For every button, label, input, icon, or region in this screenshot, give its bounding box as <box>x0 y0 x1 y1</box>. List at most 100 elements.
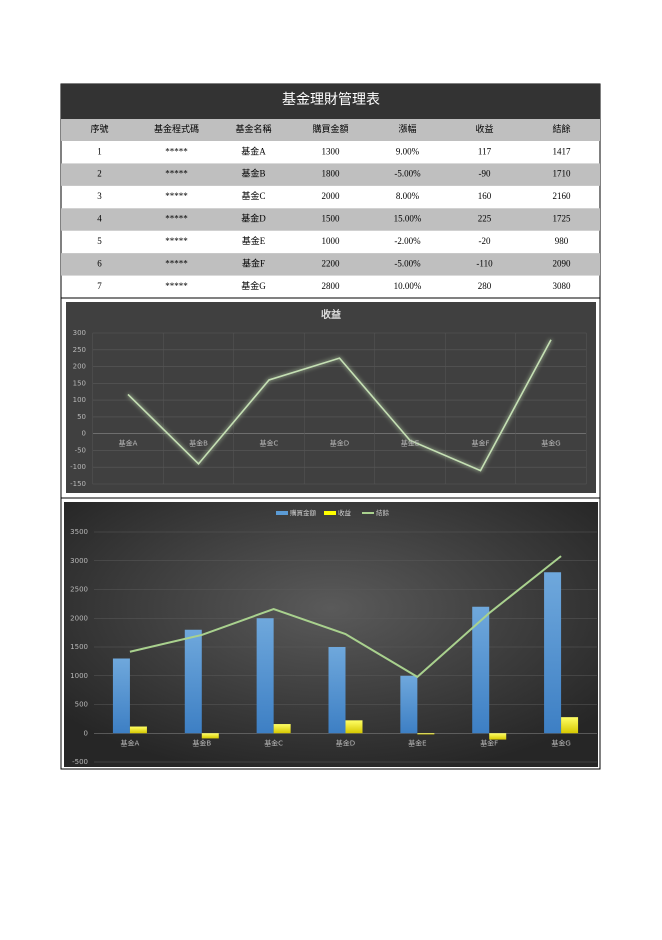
y-tick-label: -100 <box>70 463 86 471</box>
bar <box>273 724 291 734</box>
table-cell: ***** <box>165 214 188 224</box>
row-band <box>61 253 600 276</box>
bar <box>400 675 418 734</box>
table-cell: 3080 <box>553 281 572 291</box>
bar <box>561 717 579 734</box>
table-cell: 8.00% <box>396 191 420 201</box>
table-cell: 2090 <box>553 258 572 268</box>
table-title: 基金理財管理表 <box>282 91 380 108</box>
table-cell: 10.00% <box>394 281 422 291</box>
x-tick-label: 基金E <box>408 738 426 747</box>
table-cell: -20 <box>479 236 491 246</box>
bar <box>328 647 346 734</box>
y-tick-label: -50 <box>75 446 86 454</box>
x-tick-label: 基金B <box>189 439 208 448</box>
bar <box>184 629 202 734</box>
bar <box>345 720 363 734</box>
y-tick-label: 2000 <box>70 614 88 622</box>
y-tick-label: 1000 <box>70 672 88 680</box>
line <box>127 339 552 472</box>
table-cell: 基金B <box>241 168 265 179</box>
header-cell: 漲幅 <box>398 123 416 134</box>
table-cell: 117 <box>478 146 492 156</box>
x-tick-label: 基金G <box>551 738 570 747</box>
x-tick-label: 基金A <box>119 439 138 448</box>
x-tick-label: 基金F <box>471 439 489 448</box>
table-cell: 2800 <box>322 281 341 291</box>
legend-swatch <box>324 511 336 515</box>
y-tick-label: 0 <box>82 430 86 438</box>
table-cell: 1 <box>97 146 102 156</box>
table-cell: 基金D <box>241 213 266 224</box>
table-cell: 基金F <box>242 257 265 268</box>
table-cell: 基金G <box>241 280 266 291</box>
y-tick-label: 0 <box>84 729 88 737</box>
y-tick-label: 150 <box>73 379 86 387</box>
row-band <box>61 163 600 186</box>
x-tick-label: 基金D <box>330 439 349 448</box>
table-cell: ***** <box>165 146 188 156</box>
y-tick-label: 200 <box>73 363 86 371</box>
table-cell: 1300 <box>322 146 341 156</box>
bar <box>544 572 562 734</box>
row-band <box>61 208 600 231</box>
table-cell: 1725 <box>553 214 572 224</box>
bar <box>417 733 435 735</box>
x-tick-label: 基金C <box>264 738 283 747</box>
table-cell: ***** <box>165 258 188 268</box>
y-tick-label: 500 <box>75 701 88 709</box>
table-cell: ***** <box>165 236 188 246</box>
table-cell: 1000 <box>322 236 341 246</box>
table-cell: 2160 <box>553 191 572 201</box>
chart-title: 收益 <box>321 308 341 321</box>
table-cell: 7 <box>97 281 102 291</box>
y-tick-label: -150 <box>70 480 86 488</box>
table-cell: 4 <box>97 214 102 224</box>
table-cell: 15.00% <box>394 214 422 224</box>
table-cell: ***** <box>165 169 188 179</box>
y-tick-label: 3500 <box>70 528 88 536</box>
table-cell: 225 <box>478 214 492 224</box>
bar <box>472 606 490 734</box>
bar <box>489 733 507 740</box>
table-cell: 9.00% <box>396 146 420 156</box>
header-cell: 收益 <box>475 123 493 134</box>
bar <box>256 618 274 734</box>
table-cell: 基金E <box>242 235 266 246</box>
table-cell: -5.00% <box>394 169 421 179</box>
header-cell: 序號 <box>90 123 108 134</box>
table-cell: 5 <box>97 236 102 246</box>
x-tick-label: 基金B <box>192 738 211 747</box>
header-cell: 結餘 <box>552 123 570 134</box>
bar <box>129 726 147 734</box>
table-cell: 1710 <box>553 169 572 179</box>
legend-label: 購買金額 <box>290 508 317 517</box>
header-cell: 基金程式碼 <box>154 123 199 134</box>
table-cell: 980 <box>555 236 569 246</box>
y-tick-label: -500 <box>72 758 88 766</box>
y-tick-label: 300 <box>73 329 86 337</box>
y-tick-label: 2500 <box>70 586 88 594</box>
x-tick-label: 基金G <box>541 439 560 448</box>
table-cell: -110 <box>476 258 493 268</box>
table-cell: 1417 <box>553 146 572 156</box>
table-cell: 2 <box>97 169 102 179</box>
line <box>129 555 562 679</box>
header-row <box>61 119 600 141</box>
legend-label: 收益 <box>338 508 352 517</box>
x-tick-label: 基金C <box>260 439 279 448</box>
x-tick-label: 基金F <box>480 738 498 747</box>
y-tick-label: 1500 <box>70 643 88 651</box>
table-cell: -5.00% <box>394 258 421 268</box>
table-cell: 基金C <box>241 190 265 201</box>
bar <box>112 658 130 734</box>
table-cell: 1800 <box>322 169 341 179</box>
header-cell: 基金名稱 <box>235 123 271 134</box>
y-tick-label: 100 <box>73 396 86 404</box>
table-cell: 160 <box>478 191 492 201</box>
legend-swatch <box>276 511 288 515</box>
y-tick-label: 50 <box>77 413 86 421</box>
x-tick-label: 基金E <box>401 439 419 448</box>
y-tick-label: 3000 <box>70 557 88 565</box>
